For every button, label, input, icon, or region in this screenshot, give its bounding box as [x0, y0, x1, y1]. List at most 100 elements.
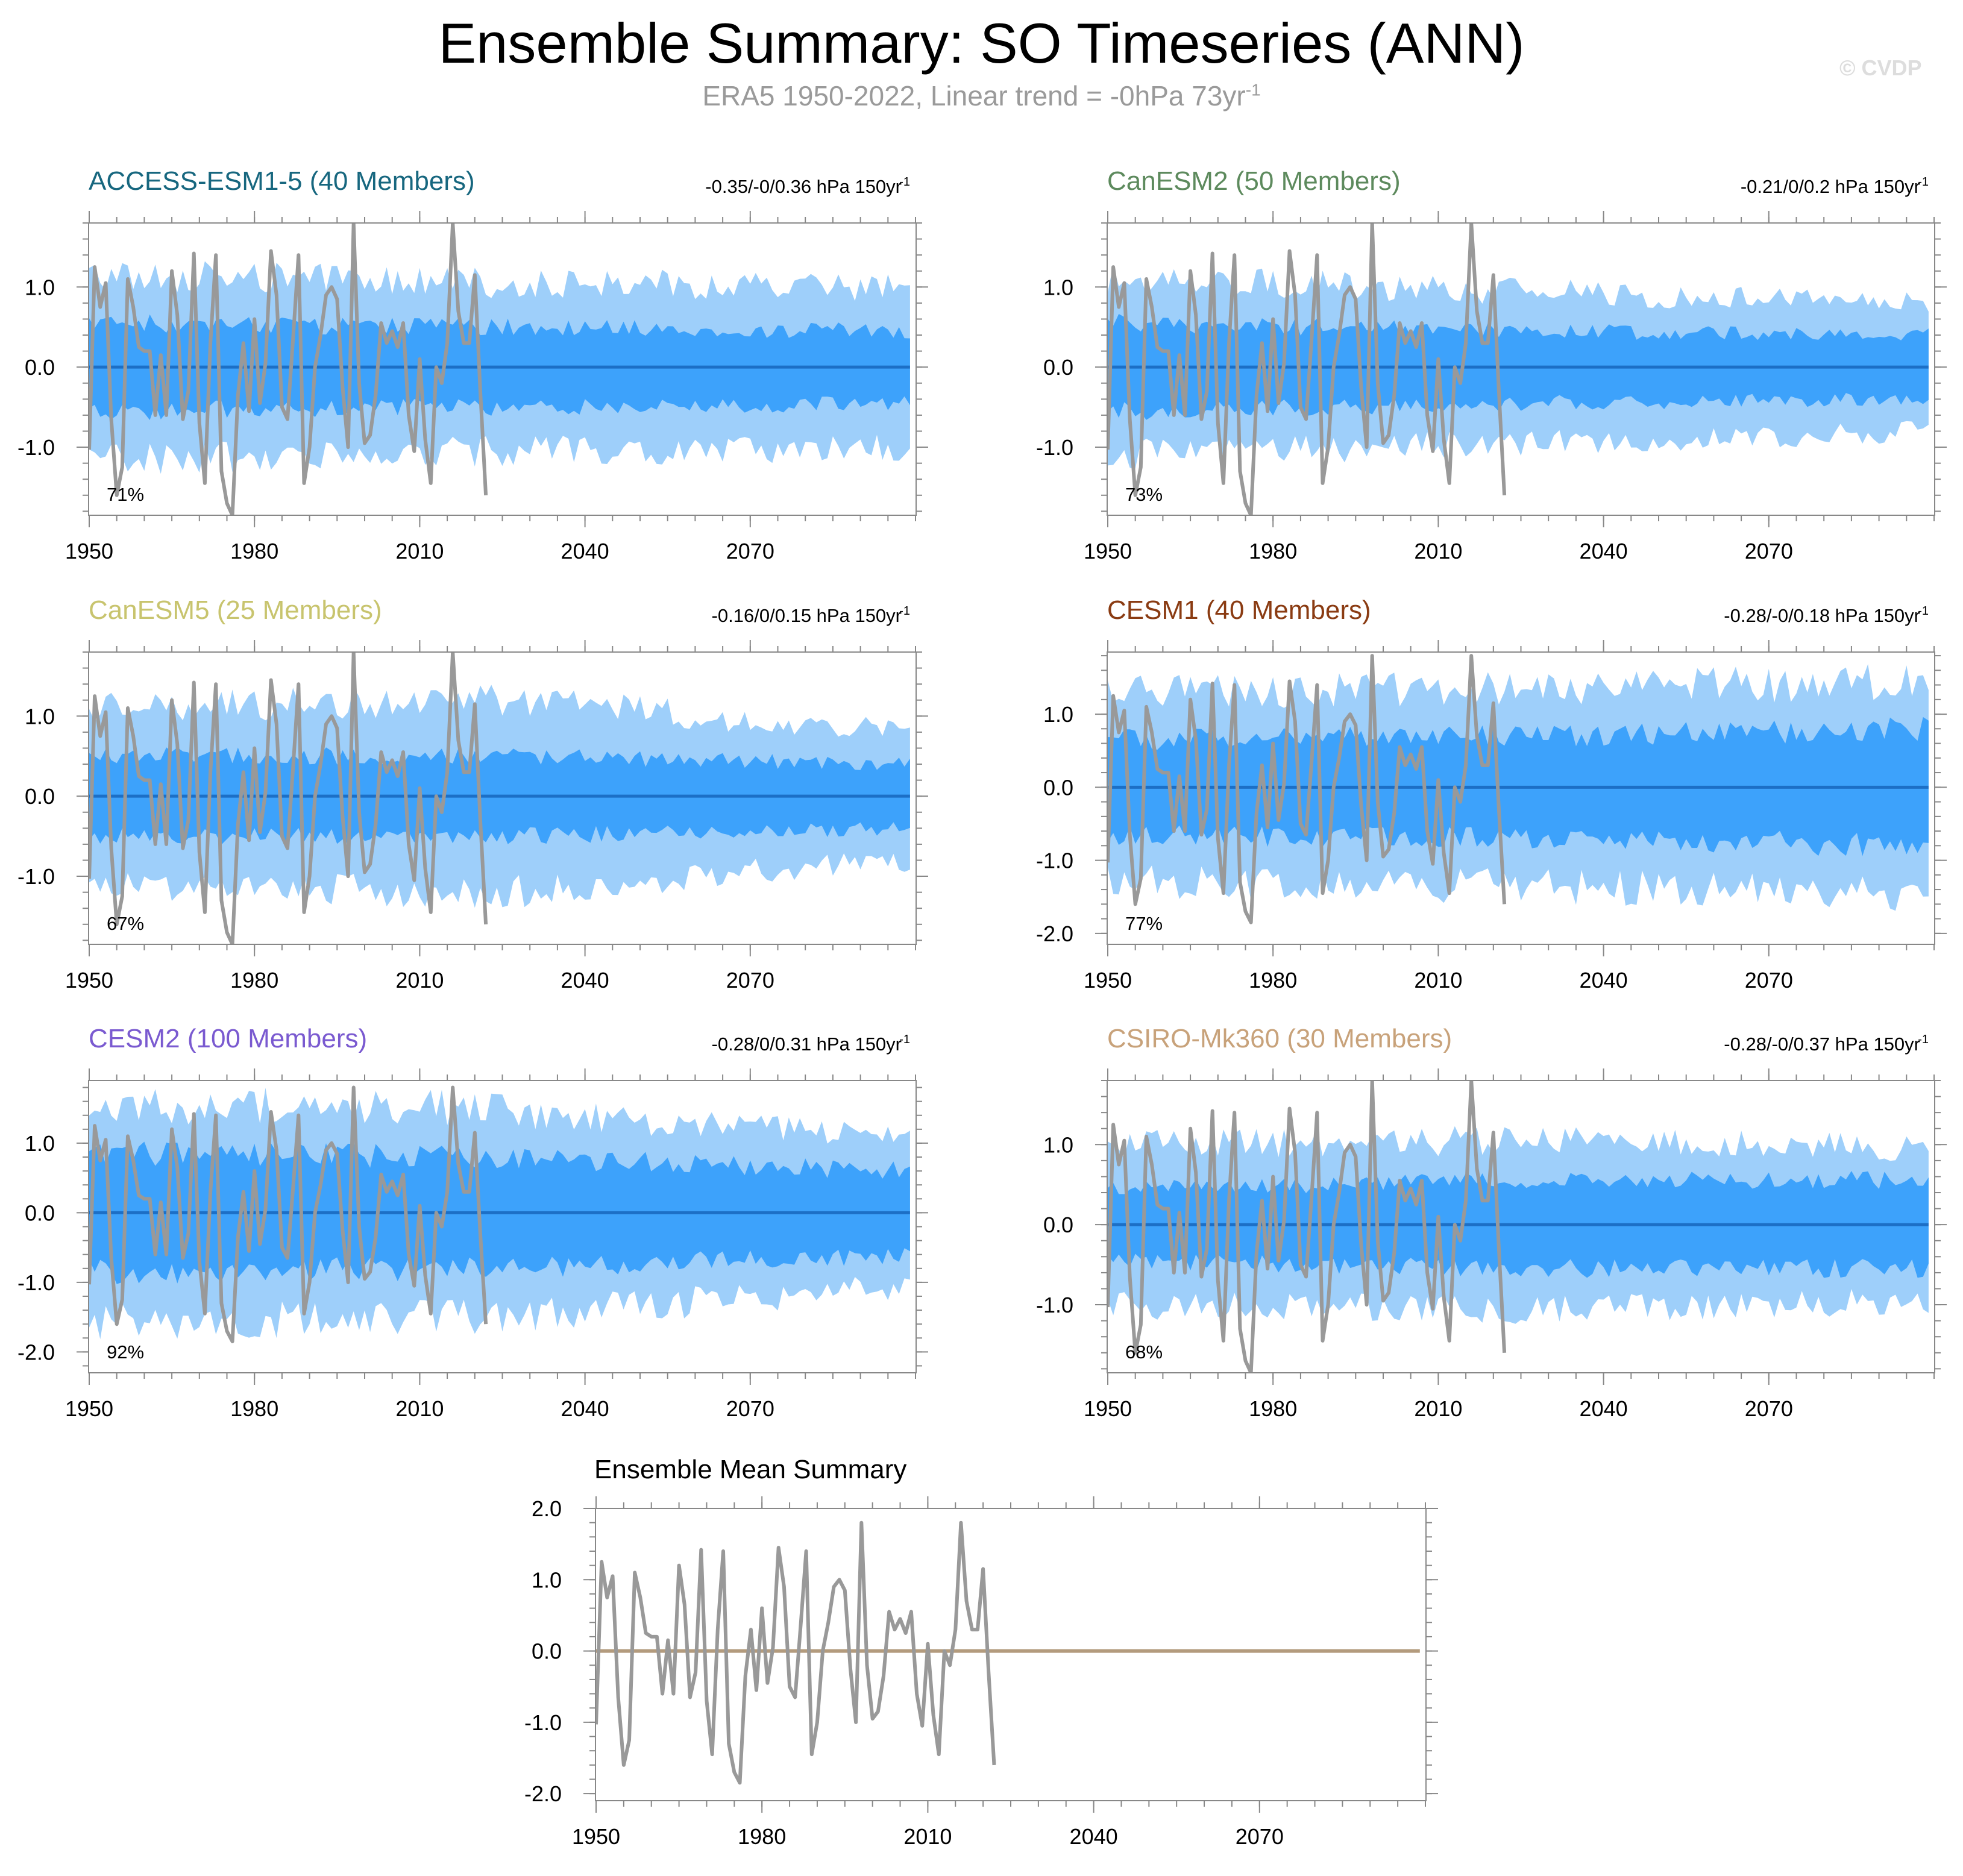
plot-area [1107, 1081, 1929, 1373]
trend-label: -0.35/-0/0.36 hPa 150yr [705, 176, 902, 197]
y-tick-label: -1.0 [17, 435, 55, 460]
percent-label: 67% [107, 913, 144, 934]
plot-area [1107, 223, 1929, 515]
plot-frame [595, 1508, 1427, 1801]
panel-title: CanESM5 (25 Members) [89, 595, 382, 625]
y-tick-label: 0.0 [1043, 775, 1073, 800]
y-tick-label: 1.0 [25, 704, 55, 729]
x-tick-label: 2040 [561, 968, 609, 993]
y-tick-label: 1.0 [532, 1567, 562, 1592]
x-tick-label: 2070 [1745, 968, 1793, 993]
y-tick-label: 1.0 [1043, 702, 1073, 727]
trend-label: -0.21/0/0.2 hPa 150yr [1741, 176, 1920, 197]
y-tick-label: -1.0 [17, 864, 55, 889]
x-tick-label: 2010 [1414, 1396, 1462, 1421]
subtitle-text: ERA5 1950-2022, Linear trend = -0hPa 73y… [702, 80, 1246, 111]
chart-panel-6: CSIRO-Mk360 (30 Members) -0.28/-0/0.37 hP… [1036, 1024, 1947, 1421]
trend-superscript: -1 [1918, 604, 1929, 618]
plot-area [89, 223, 910, 515]
percent-label: 68% [1125, 1341, 1163, 1363]
trend-label: -0.16/0/0.15 hPa 150yr [712, 605, 902, 626]
y-tick-label: 0.0 [1043, 1212, 1073, 1237]
observed-line [89, 652, 488, 944]
trend-superscript: -1 [899, 604, 910, 618]
x-tick-label: 2070 [1745, 539, 1793, 563]
x-tick-label: 1980 [738, 1824, 786, 1849]
trend-superscript: -1 [899, 175, 910, 189]
chart-panel-3: CanESM5 (25 Members) -0.16/0/0.15 hPa 150… [17, 595, 928, 993]
plot-area [89, 652, 910, 944]
observed-line [1107, 654, 1507, 924]
watermark: © CVDP [1839, 55, 1922, 80]
subtitle-superscript: -1 [1245, 80, 1261, 99]
panel-title: CESM1 (40 Members) [1107, 595, 1371, 625]
x-tick-label: 1980 [230, 1396, 278, 1421]
observed-line [1107, 223, 1507, 515]
x-tick-label: 1980 [1249, 1396, 1297, 1421]
trend-label: -0.28/-0/0.18 hPa 150yr [1724, 605, 1920, 626]
y-tick-label: 0.0 [532, 1639, 562, 1664]
y-tick-label: 0.0 [25, 1200, 55, 1225]
x-tick-label: 1980 [230, 968, 278, 993]
trend-label: -0.28/0/0.31 hPa 150yr [712, 1034, 902, 1055]
x-tick-label: 2040 [1070, 1824, 1118, 1849]
x-tick-label: 1950 [65, 968, 113, 993]
y-tick-label: 1.0 [1043, 275, 1073, 300]
x-tick-label: 1950 [1084, 539, 1132, 563]
x-tick-label: 2010 [395, 968, 444, 993]
page-subtitle: ERA5 1950-2022, Linear trend = -0hPa 73y… [0, 80, 1963, 112]
y-tick-label: 0.0 [1043, 355, 1073, 380]
panel-title: Ensemble Mean Summary [594, 1455, 906, 1484]
y-tick-label: -1.0 [17, 1270, 55, 1295]
x-tick-label: 2070 [726, 1396, 774, 1421]
panel-title: CESM2 (100 Members) [89, 1024, 367, 1053]
x-tick-label: 2070 [1745, 1396, 1793, 1421]
x-tick-label: 2040 [1580, 968, 1628, 993]
y-tick-label: -2.0 [17, 1340, 55, 1364]
plot-area [1107, 654, 1929, 924]
x-tick-label: 1950 [1084, 968, 1132, 993]
x-tick-label: 2010 [1414, 968, 1462, 993]
y-tick-label: -2.0 [524, 1781, 562, 1806]
panel-title: CSIRO-Mk360 (30 Members) [1107, 1024, 1452, 1053]
x-tick-label: 1980 [1249, 968, 1297, 993]
percent-label: 73% [1125, 484, 1163, 505]
observed-line [89, 223, 488, 515]
plot-area [89, 1085, 910, 1343]
trend-label: -0.28/-0/0.37 hPa 150yr [1724, 1034, 1920, 1055]
x-tick-label: 2040 [1580, 539, 1628, 563]
y-tick-label: -1.0 [1036, 435, 1073, 460]
panel-title: ACCESS-ESM1-5 (40 Members) [89, 166, 475, 196]
x-tick-label: 2070 [726, 968, 774, 993]
y-tick-label: 1.0 [25, 1131, 55, 1156]
x-tick-label: 2010 [395, 1396, 444, 1421]
percent-label: 92% [107, 1341, 144, 1363]
percent-label: 71% [107, 484, 144, 505]
x-tick-label: 2010 [903, 1824, 952, 1849]
x-tick-label: 1950 [1084, 1396, 1132, 1421]
x-tick-label: 1980 [1249, 539, 1297, 563]
chart-panel-4: CESM1 (40 Members) -0.28/-0/0.18 hPa 150y… [1036, 595, 1947, 993]
chart-panel-2: CanESM2 (50 Members) -0.21/0/0.2 hPa 150y… [1036, 166, 1947, 563]
trend-superscript: -1 [899, 1033, 910, 1046]
x-tick-label: 1950 [65, 539, 113, 563]
percent-label: 77% [1125, 913, 1163, 934]
x-tick-label: 2010 [1414, 539, 1462, 563]
x-tick-label: 1950 [65, 1396, 113, 1421]
x-tick-label: 2040 [1580, 1396, 1628, 1421]
x-tick-label: 1950 [572, 1824, 620, 1849]
panel-title: CanESM2 (50 Members) [1107, 166, 1401, 196]
y-tick-label: 1.0 [1043, 1132, 1073, 1157]
observed-line [1107, 1081, 1507, 1373]
x-tick-label: 2040 [561, 1396, 609, 1421]
y-tick-label: -1.0 [1036, 849, 1073, 873]
x-tick-label: 2040 [561, 539, 609, 563]
observed-line [89, 1085, 488, 1343]
y-tick-label: 0.0 [25, 784, 55, 809]
y-tick-label: -2.0 [1036, 921, 1073, 946]
trend-superscript: -1 [1918, 175, 1929, 189]
chart-panel-5: CESM2 (100 Members) -0.28/0/0.31 hPa 150y… [17, 1024, 928, 1421]
plot-area [595, 1520, 1420, 1785]
y-tick-label: -1.0 [524, 1710, 562, 1735]
x-tick-label: 2070 [1236, 1824, 1284, 1849]
